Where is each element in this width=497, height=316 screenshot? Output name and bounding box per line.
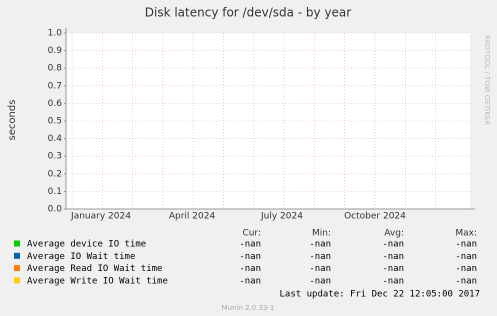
- legend-stat: -nan: [455, 264, 477, 274]
- legend-stat: -nan: [382, 240, 404, 250]
- legend-stat: -nan: [455, 252, 477, 262]
- legend-stat: -nan: [382, 264, 404, 274]
- y-tick-label: 1.0: [48, 29, 63, 39]
- legend-stat: -nan: [309, 264, 331, 274]
- legend-stat: -nan: [455, 240, 477, 250]
- legend-stat: -nan: [309, 240, 331, 250]
- y-tick-label: 0.5: [48, 117, 62, 127]
- x-tick-label: July 2024: [260, 212, 303, 222]
- legend-label: Average Write IO Wait time: [27, 276, 168, 286]
- watermark: RRDTOOL / TOBI OETIKER: [483, 35, 491, 125]
- y-tick-label: 0.1: [48, 187, 62, 197]
- y-tick-label: 0.0: [48, 205, 63, 215]
- legend-stat: -nan: [382, 276, 404, 286]
- y-tick-label: 0.7: [48, 81, 62, 91]
- y-tick-label: 0.8: [48, 64, 63, 74]
- legend-stat: -nan: [455, 276, 477, 286]
- legend-label: Average device IO time: [27, 240, 146, 250]
- legend-stat: -nan: [309, 252, 331, 262]
- legend-stat: -nan: [239, 240, 261, 250]
- legend-stat: -nan: [239, 252, 261, 262]
- x-tick-label: October 2024: [344, 212, 406, 222]
- y-tick-label: 0.4: [48, 134, 63, 144]
- legend-swatch: [14, 277, 20, 284]
- y-tick-label: 0.6: [48, 99, 63, 109]
- legend-header: Cur:: [242, 229, 261, 239]
- legend-header: Min:: [312, 229, 331, 239]
- legend-stat: -nan: [382, 252, 404, 262]
- x-tick-label: January 2024: [70, 212, 131, 222]
- legend-swatch: [14, 252, 20, 259]
- legend-swatch: [14, 265, 20, 272]
- chart-title: Disk latency for /dev/sda - by year: [145, 6, 352, 20]
- legend-header: Max:: [455, 229, 477, 239]
- x-tick-label: April 2024: [169, 212, 216, 222]
- footer: Munin 2.0.33-1: [222, 304, 275, 312]
- legend-header: Avg:: [384, 229, 404, 239]
- legend-swatch: [14, 240, 20, 247]
- legend-stat: -nan: [309, 276, 331, 286]
- y-axis-label: seconds: [7, 100, 18, 141]
- legend-stat: -nan: [239, 276, 261, 286]
- y-tick-label: 0.2: [48, 169, 62, 179]
- legend-label: Average Read IO Wait time: [27, 264, 162, 274]
- legend-stat: -nan: [239, 264, 261, 274]
- y-tick-label: 0.3: [48, 152, 62, 162]
- legend-label: Average IO Wait time: [27, 252, 135, 262]
- last-update: Last update: Fri Dec 22 12:05:00 2017: [280, 290, 480, 300]
- y-tick-label: 0.9: [48, 46, 63, 56]
